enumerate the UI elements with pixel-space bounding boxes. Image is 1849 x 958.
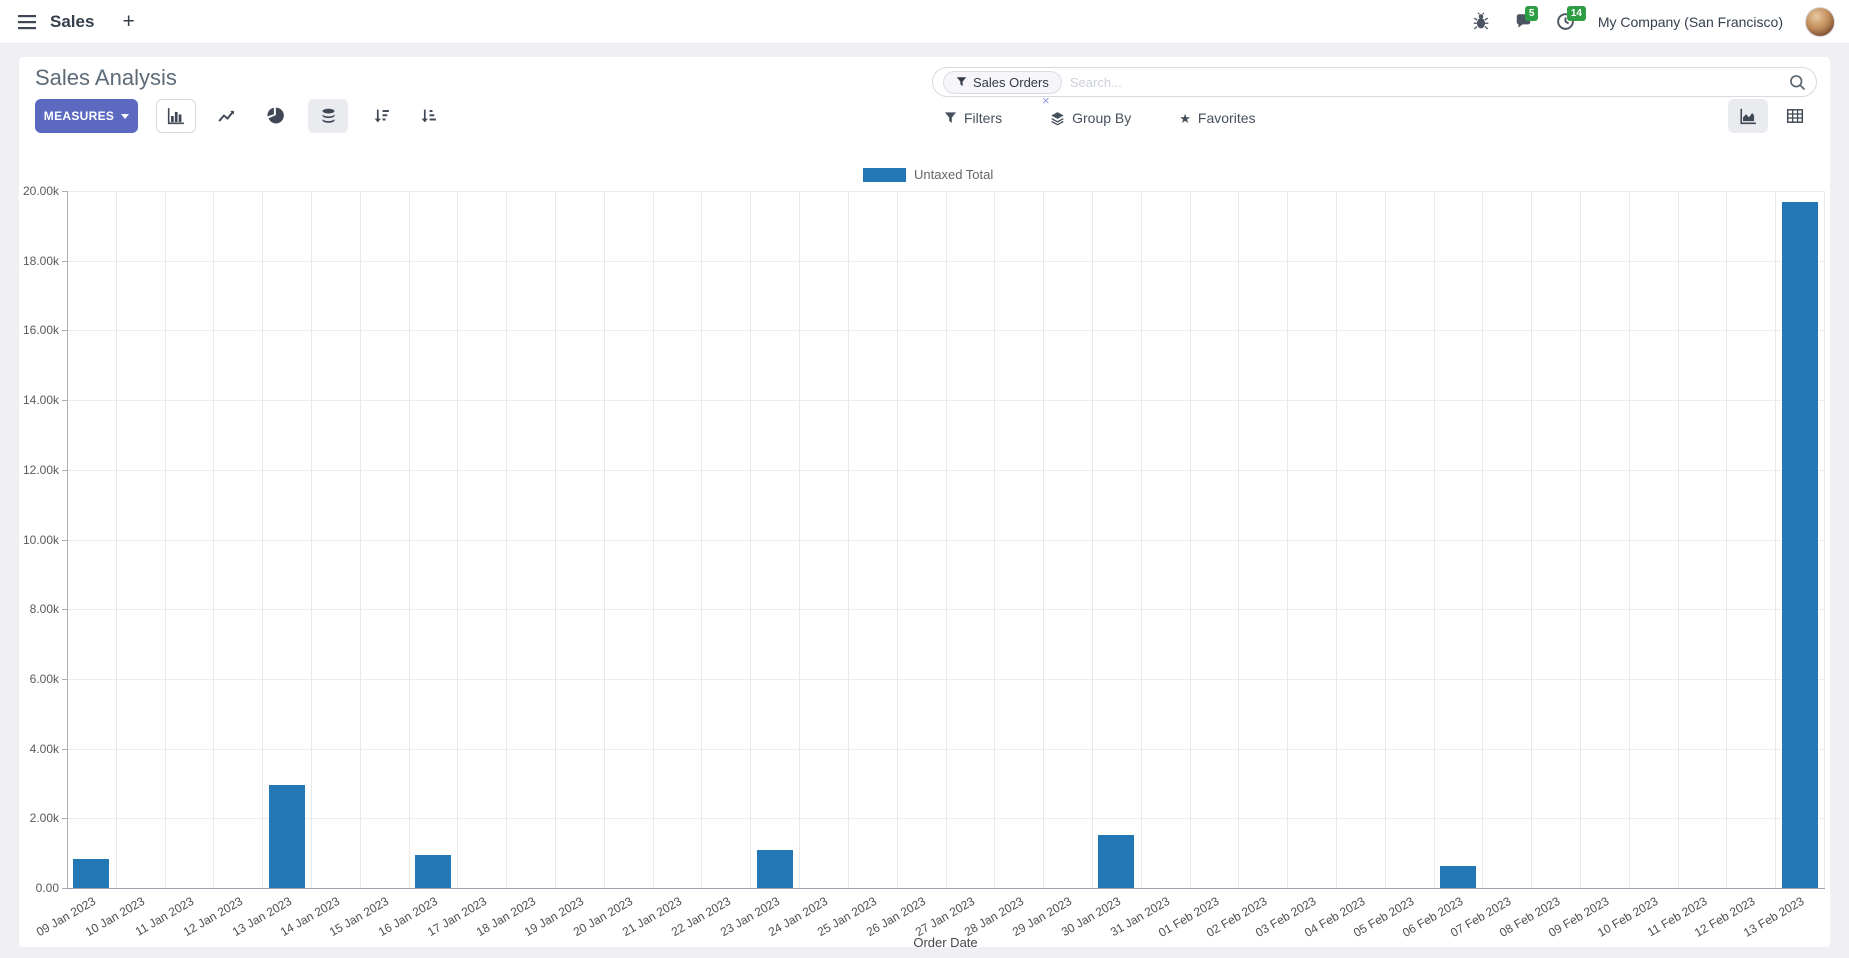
favorites-label: Favorites [1197, 110, 1256, 126]
bar-chart-plot: 0.00 2.00k 4.00k 6.00k 8.00k 10.00k 12.00k 14.0… [23, 184, 1825, 950]
y-axis-tick-label: 4.00k [29, 741, 59, 756]
y-axis-tick-label: 0.00 [35, 881, 59, 895]
horizontal-gridline [67, 191, 1824, 192]
bar[interactable] [415, 854, 452, 888]
y-tick-mark [62, 330, 67, 332]
bar[interactable] [268, 785, 305, 888]
y-tick-mark [62, 888, 67, 889]
horizontal-gridline [67, 330, 1824, 332]
bar[interactable] [1781, 202, 1818, 888]
search-menus: Filters Group By ★ Favorites [944, 109, 1256, 127]
favorites-menu[interactable]: ★ Favorites [1179, 110, 1255, 126]
bar[interactable] [73, 859, 110, 888]
bar[interactable] [1098, 834, 1135, 888]
y-axis-tick-label: 12.00k [22, 462, 59, 477]
horizontal-gridline [67, 400, 1824, 402]
horizontal-gridline [67, 678, 1824, 680]
sort-ascending-button[interactable] [408, 99, 448, 133]
horizontal-gridline [67, 818, 1824, 820]
horizontal-gridline [67, 469, 1824, 471]
y-axis-line [67, 191, 68, 889]
y-tick-mark [62, 469, 67, 471]
graph-view-button[interactable] [1728, 99, 1768, 133]
star-icon: ★ [1179, 110, 1191, 126]
layers-icon [1051, 111, 1064, 125]
user-avatar[interactable] [1805, 7, 1835, 37]
filter-funnel-icon [944, 112, 957, 123]
y-tick-mark [62, 748, 67, 750]
bar-chart-icon [167, 108, 184, 125]
pivot-grid-icon [1786, 109, 1804, 123]
y-axis-tick-label: 18.00k [22, 253, 59, 268]
debug-bug-icon[interactable] [1472, 12, 1492, 32]
line-chart-button[interactable] [207, 99, 247, 133]
horizontal-gridline [67, 539, 1824, 541]
y-axis-tick-label: 8.00k [29, 602, 59, 617]
top-navbar: Sales + 5 14 My Company (San Francisco) [0, 0, 1849, 44]
sort-descending-button[interactable] [361, 99, 401, 133]
messages-icon[interactable]: 5 [1514, 6, 1539, 32]
group-by-menu[interactable]: Group By [1050, 110, 1131, 126]
bar[interactable] [1439, 865, 1476, 888]
pie-chart-icon [267, 107, 284, 124]
y-axis-tick-label: 6.00k [29, 671, 59, 686]
line-chart-icon [218, 110, 234, 122]
activities-clock-icon[interactable]: 14 [1556, 6, 1586, 32]
pie-chart-button[interactable] [255, 99, 295, 133]
sort-desc-icon [374, 109, 389, 123]
area-chart-icon [1740, 108, 1756, 125]
horizontal-gridline [67, 609, 1824, 611]
y-axis-tick-label: 10.00k [22, 532, 59, 547]
y-axis-tick-label: 2.00k [29, 811, 59, 826]
pivot-view-button[interactable] [1775, 99, 1815, 133]
chart-legend[interactable]: Untaxed Total [863, 167, 993, 182]
activities-count-badge: 14 [1566, 6, 1586, 21]
y-axis-tick-label: 16.00k [22, 323, 59, 338]
y-tick-mark [62, 609, 67, 611]
search-icon[interactable] [1789, 74, 1806, 91]
sort-asc-icon [421, 109, 436, 123]
group-by-label: Group By [1072, 110, 1132, 126]
search-facet-sales-orders[interactable]: Sales Orders [943, 70, 1062, 94]
app-name[interactable]: Sales [50, 11, 95, 31]
stacked-toggle-button[interactable] [308, 99, 348, 133]
company-switcher[interactable]: My Company (San Francisco) [1597, 14, 1783, 30]
messages-count-badge: 5 [1524, 6, 1539, 21]
bar[interactable] [756, 850, 793, 888]
legend-swatch [863, 167, 906, 182]
y-axis-tick-label: 14.00k [22, 393, 59, 408]
facet-label: Sales Orders [973, 74, 1049, 90]
vertical-gridline [1824, 191, 1825, 888]
bar-chart-button[interactable] [156, 99, 196, 133]
measures-button[interactable]: MEASURES [35, 99, 138, 133]
y-tick-mark [62, 260, 67, 262]
y-tick-mark [62, 191, 67, 192]
stacked-database-icon [322, 108, 334, 123]
y-tick-mark [62, 539, 67, 541]
horizontal-gridline [67, 748, 1824, 750]
y-tick-mark [62, 400, 67, 402]
filters-label: Filters [964, 110, 1003, 126]
content-panel: Sales Analysis MEASURES [19, 57, 1830, 950]
page-title: Sales Analysis [35, 65, 177, 90]
apps-menu-icon[interactable] [18, 14, 36, 30]
search-bar[interactable]: Sales Orders × [932, 67, 1817, 107]
filters-menu[interactable]: Filters [944, 110, 1002, 126]
filter-funnel-icon [956, 77, 967, 87]
x-axis-title: Order Date [913, 935, 978, 950]
y-tick-mark [62, 678, 67, 680]
measures-label: MEASURES [43, 109, 115, 123]
y-axis-tick-label: 20.00k [22, 184, 59, 198]
horizontal-gridline [67, 260, 1824, 262]
facet-remove-icon[interactable]: × [1042, 93, 1050, 108]
chevron-down-icon [121, 113, 130, 119]
x-axis-line [66, 888, 1825, 889]
new-tab-plus-icon[interactable]: + [122, 10, 135, 33]
search-input[interactable] [1069, 74, 1789, 90]
legend-label: Untaxed Total [914, 167, 994, 182]
y-tick-mark [62, 818, 67, 820]
